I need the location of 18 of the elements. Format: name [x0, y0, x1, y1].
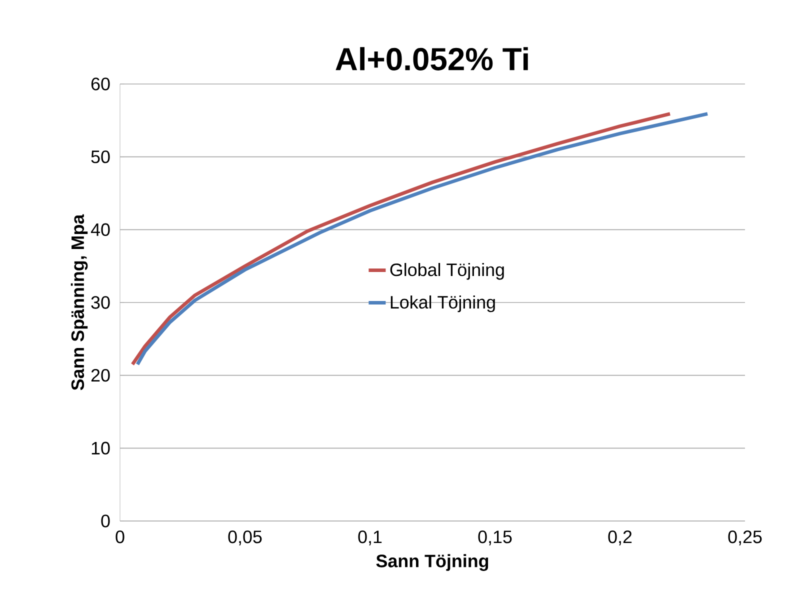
- y-tick-label: 10: [92, 442, 110, 455]
- x-tick-label: 0,15: [478, 530, 512, 546]
- x-tick-label: 0,05: [228, 530, 262, 546]
- x-tick-label: 0: [116, 530, 124, 544]
- x-tick-label: 0,1: [358, 530, 382, 546]
- chart-title: Al+0.052% Ti: [336, 47, 528, 70]
- x-tick-label: 0,25: [728, 530, 762, 546]
- y-tick-label: 0: [101, 514, 110, 528]
- y-tick-label: 20: [91, 368, 110, 382]
- x-tick-label: 0,2: [608, 530, 632, 546]
- x-axis-title: Sann Töjning: [376, 554, 488, 571]
- y-tick-label: 30: [91, 296, 110, 309]
- y-axis-title: Sann Spänning, Mpa: [70, 214, 88, 390]
- y-tick-label: 50: [91, 150, 110, 164]
- y-tick-label: 60: [91, 78, 110, 90]
- y-tick-label: 40: [90, 223, 110, 236]
- legend-label: Lokal Töjning: [390, 295, 495, 312]
- legend-label: Global Töjning: [390, 262, 504, 280]
